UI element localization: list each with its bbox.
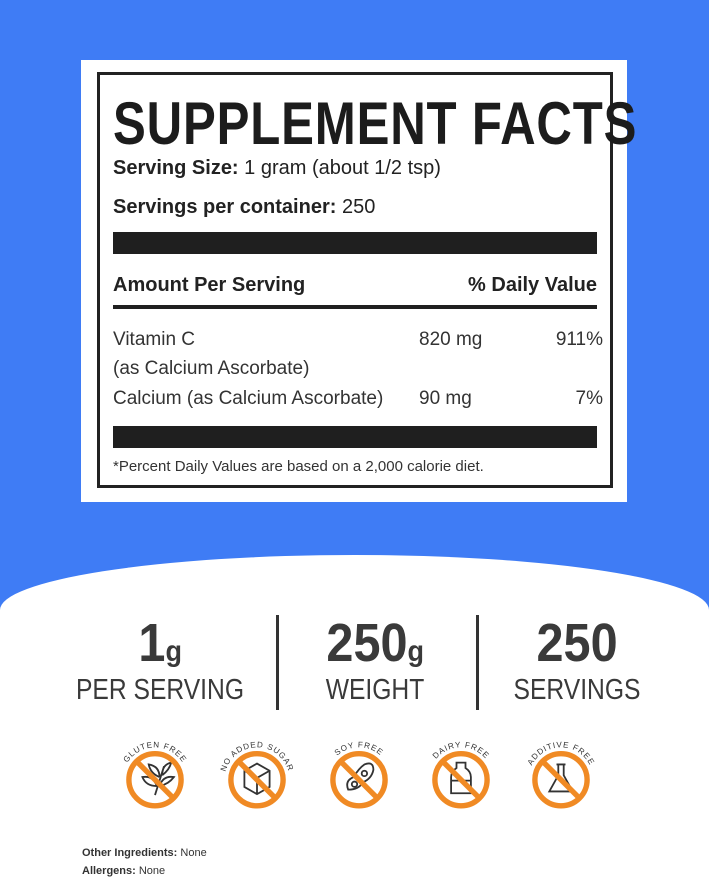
- svg-text:DAIRY FREE: DAIRY FREE: [431, 740, 491, 760]
- supplement-facts-card: SUPPLEMENT FACTS Serving Size: 1 gram (a…: [81, 60, 636, 502]
- nutrient-name: Calcium (as Calcium Ascorbate): [113, 388, 384, 409]
- amount-header: Amount Per Serving: [113, 274, 306, 296]
- stat-divider: [476, 615, 479, 710]
- stat-per-serving: 1g PER SERVING: [75, 613, 245, 706]
- divider-bar: [113, 426, 597, 448]
- badge-label: NO ADDED SUGAR: [219, 740, 294, 772]
- nutrient-dv: 7%: [575, 388, 603, 409]
- soybean-icon: SOY FREE: [330, 740, 388, 809]
- nutrient-sub: (as Calcium Ascorbate): [113, 358, 310, 379]
- badge-gluten-free: GLUTEN FREE: [110, 730, 200, 825]
- prohibited-icon: [126, 750, 184, 809]
- stat-weight: 250g WEIGHT: [325, 613, 425, 706]
- prohibited-icon: [432, 750, 490, 809]
- badge-label: DAIRY FREE: [431, 740, 490, 760]
- badge-dairy-free: DAIRY FREE: [416, 730, 506, 825]
- prohibited-icon: [228, 750, 286, 809]
- milk-bottle-icon: DAIRY FREE: [431, 740, 491, 809]
- divider-bar: [113, 232, 597, 254]
- stat-divider: [276, 615, 279, 710]
- facts-title: SUPPLEMENT FACTS: [113, 90, 638, 157]
- nutrient-name: Vitamin C: [113, 329, 196, 350]
- nutrient-amount: 90 mg: [419, 388, 472, 409]
- badge-no-added-sugar: NO ADDED SUGAR: [212, 730, 302, 825]
- servings-per-container: Servings per container: 250: [113, 196, 376, 218]
- wheat-icon: GLUTEN FREE: [122, 740, 188, 809]
- serving-size: Serving Size: 1 gram (about 1/2 tsp): [113, 157, 441, 179]
- divider-line: [113, 305, 597, 309]
- nutrient-amount: 820 mg: [419, 329, 483, 350]
- prohibited-icon: [330, 750, 388, 809]
- allergens: Allergens: None: [82, 865, 166, 877]
- nutrient-dv: 911%: [555, 329, 603, 350]
- footnote: *Percent Daily Values are based on a 2,0…: [113, 458, 484, 475]
- sugar-cube-icon: NO ADDED SUGAR: [219, 740, 295, 809]
- badge-additive-free: ADDITIVE FREE: [516, 730, 606, 825]
- stat-servings: 250 SERVINGS: [513, 613, 641, 706]
- flask-icon: ADDITIVE FREE: [526, 740, 595, 809]
- dv-header: % Daily Value: [468, 274, 597, 296]
- supplement-facts-label: SUPPLEMENT FACTS Serving Size: 1 gram (a…: [97, 72, 636, 488]
- prohibited-icon: [532, 750, 590, 809]
- other-ingredients: Other Ingredients: None: [82, 847, 207, 859]
- badge-soy-free: SOY FREE: [314, 730, 404, 825]
- svg-text:NO ADDED SUGAR: NO ADDED SUGAR: [219, 740, 295, 772]
- white-curve: [0, 555, 709, 879]
